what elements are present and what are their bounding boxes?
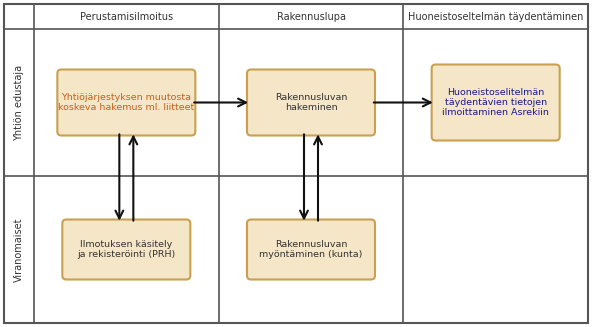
- FancyBboxPatch shape: [62, 219, 191, 280]
- FancyBboxPatch shape: [247, 219, 375, 280]
- FancyBboxPatch shape: [432, 64, 559, 141]
- Text: Rakennusluvan
hakeminen: Rakennusluvan hakeminen: [275, 93, 347, 112]
- Text: Yhtiön edustaja: Yhtiön edustaja: [14, 64, 24, 141]
- Text: Perustamisilmoitus: Perustamisilmoitus: [80, 11, 173, 22]
- FancyBboxPatch shape: [247, 70, 375, 135]
- Text: Rakennuslupa: Rakennuslupa: [276, 11, 346, 22]
- Text: Viranomaiset: Viranomaiset: [14, 217, 24, 282]
- Text: Ilmotuksen käsitely
ja rekisteröinti (PRH): Ilmotuksen käsitely ja rekisteröinti (PR…: [77, 240, 175, 259]
- Text: Rakennusluvan
myöntäminen (kunta): Rakennusluvan myöntäminen (kunta): [259, 240, 363, 259]
- Text: Huoneistoselitelmän
täydentävien tietojen
ilmoittaminen Asrekiin: Huoneistoselitelmän täydentävien tietoje…: [442, 88, 549, 117]
- FancyBboxPatch shape: [57, 70, 195, 135]
- Text: Yhtiöjärjestyksen muutosta
koskeva hakemus ml. liitteet: Yhtiöjärjestyksen muutosta koskeva hakem…: [58, 93, 194, 112]
- Text: Huoneistoseltelmän täydentäminen: Huoneistoseltelmän täydentäminen: [408, 11, 583, 22]
